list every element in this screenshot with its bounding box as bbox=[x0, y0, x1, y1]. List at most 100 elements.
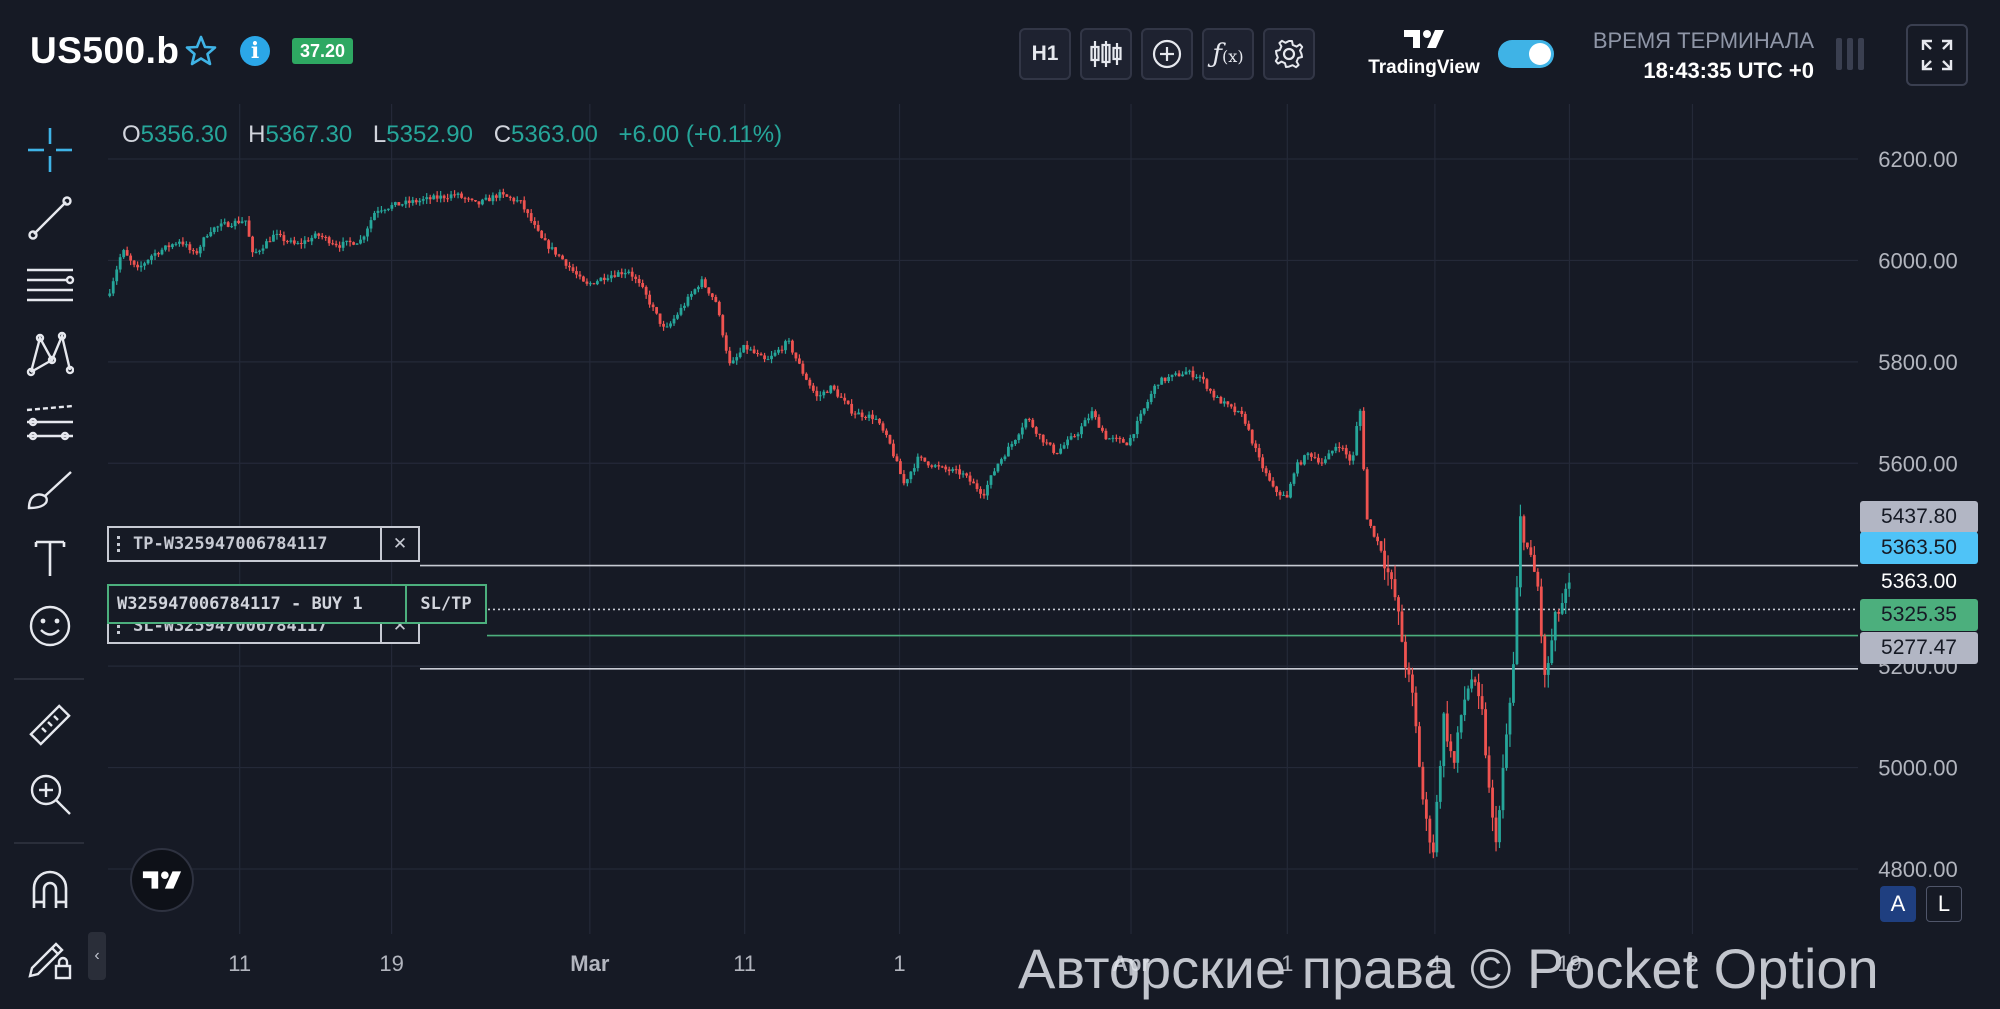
position-label[interactable]: W325947006784117 - BUY 1 bbox=[107, 584, 407, 624]
sltp-button[interactable]: SL/TP bbox=[405, 584, 487, 624]
candle-body bbox=[641, 283, 645, 287]
candle-body bbox=[749, 349, 753, 351]
lock-pencil-icon bbox=[28, 942, 72, 980]
candle-body bbox=[1348, 454, 1352, 461]
candle-body bbox=[1059, 448, 1063, 454]
y-axis: 6200.006000.005800.005600.005200.005000.… bbox=[1878, 147, 1958, 882]
take-profit-close-button[interactable]: ✕ bbox=[380, 526, 420, 562]
candle-body bbox=[630, 271, 634, 277]
brush-tool[interactable] bbox=[22, 462, 78, 518]
candle-body bbox=[1142, 408, 1146, 414]
settings-button[interactable] bbox=[1263, 28, 1315, 80]
candle-body bbox=[1303, 455, 1306, 465]
candle-body bbox=[164, 245, 167, 250]
add-indicator-button[interactable] bbox=[1141, 28, 1193, 80]
candle-body bbox=[442, 195, 446, 199]
candle-body bbox=[926, 461, 930, 466]
candle-body bbox=[585, 281, 589, 284]
terminal-time-toggle[interactable] bbox=[1498, 40, 1554, 68]
zoom-tool[interactable] bbox=[22, 766, 78, 822]
candle-body bbox=[975, 483, 979, 489]
candle-body bbox=[380, 210, 383, 212]
ruler-tool[interactable] bbox=[22, 698, 78, 754]
log-scale-button[interactable]: L bbox=[1926, 886, 1962, 922]
candle-body bbox=[397, 202, 401, 206]
fib-tool[interactable] bbox=[22, 258, 78, 314]
take-profit-label[interactable]: TP-W325947006784117 bbox=[107, 526, 382, 562]
text-tool[interactable] bbox=[22, 530, 78, 586]
candle-body bbox=[815, 390, 819, 397]
candle-body bbox=[575, 271, 578, 275]
pattern-tool[interactable] bbox=[22, 326, 78, 382]
candle-body bbox=[1243, 413, 1247, 424]
indicators-button[interactable]: ƒ(x) bbox=[1202, 28, 1254, 80]
candle-body bbox=[1442, 713, 1446, 767]
candle-body bbox=[690, 293, 693, 297]
candle-body bbox=[609, 275, 613, 279]
candle-body bbox=[1456, 732, 1460, 763]
fullscreen-button[interactable] bbox=[1906, 24, 1968, 86]
candle-body bbox=[1174, 373, 1177, 375]
candle-body bbox=[763, 355, 766, 360]
crosshair-tool[interactable] bbox=[22, 122, 78, 178]
candle-body bbox=[1512, 664, 1515, 703]
candle-body bbox=[825, 391, 829, 393]
magnet-tool[interactable] bbox=[22, 862, 78, 918]
candle-body bbox=[1400, 611, 1404, 642]
candle-body bbox=[1487, 755, 1491, 788]
candle-body bbox=[1041, 434, 1045, 443]
timeframe-button[interactable]: H1 bbox=[1019, 28, 1071, 80]
fullscreen-icon bbox=[1921, 39, 1953, 71]
tradingview-badge[interactable] bbox=[130, 848, 194, 912]
terminal-time-label: ВРЕМЯ ТЕРМИНАЛА bbox=[1592, 28, 1814, 53]
candle-body bbox=[446, 198, 450, 200]
candle-body bbox=[153, 253, 157, 256]
candle-body bbox=[508, 196, 512, 198]
drag-grip-icon[interactable] bbox=[117, 618, 120, 634]
y-tick-label: 4800.00 bbox=[1878, 857, 1958, 882]
candle-body bbox=[909, 471, 913, 480]
candle-body bbox=[846, 400, 850, 404]
collapse-toolbar-button[interactable]: ‹ bbox=[88, 932, 106, 980]
chart-type-button[interactable] bbox=[1080, 28, 1132, 80]
candle-body bbox=[554, 247, 557, 255]
candle-body bbox=[181, 241, 185, 245]
forecast-tool[interactable] bbox=[22, 394, 78, 450]
x-tick-label: 19 bbox=[1557, 951, 1581, 976]
info-icon[interactable]: i bbox=[240, 36, 270, 66]
layout-handle-icon[interactable] bbox=[1836, 38, 1866, 70]
auto-scale-button[interactable]: A bbox=[1880, 886, 1916, 922]
candle-body bbox=[1000, 459, 1003, 464]
candle-body bbox=[1358, 410, 1362, 427]
candle-body bbox=[1459, 715, 1463, 733]
candle-body bbox=[1473, 679, 1477, 683]
trendline-tool[interactable] bbox=[22, 190, 78, 246]
candle-body bbox=[1087, 418, 1090, 421]
candle-body bbox=[759, 353, 763, 356]
candle-body bbox=[968, 475, 972, 482]
drag-grip-icon[interactable] bbox=[117, 536, 120, 552]
candle-body bbox=[947, 469, 951, 472]
candle-body bbox=[1052, 444, 1056, 453]
candle-body bbox=[1529, 547, 1533, 555]
forecast-icon bbox=[26, 404, 74, 441]
candle-body bbox=[724, 335, 728, 351]
candle-body bbox=[745, 345, 749, 350]
candle-body bbox=[623, 272, 627, 275]
candle-body bbox=[254, 251, 258, 253]
symbol-title[interactable]: US500.b bbox=[30, 30, 180, 71]
star-icon[interactable] bbox=[184, 34, 218, 68]
candle-body bbox=[150, 255, 153, 260]
brush-icon bbox=[27, 471, 72, 510]
candle-body bbox=[1438, 766, 1442, 802]
candle-body bbox=[829, 385, 833, 393]
candle-body bbox=[265, 241, 268, 249]
x-tick-label: 11 bbox=[733, 951, 756, 976]
candle-body bbox=[125, 250, 129, 256]
lock-drawings-tool[interactable] bbox=[22, 930, 78, 986]
zoom-in-icon bbox=[30, 774, 71, 815]
candle-body bbox=[491, 195, 495, 202]
emoji-tool[interactable] bbox=[22, 598, 78, 654]
